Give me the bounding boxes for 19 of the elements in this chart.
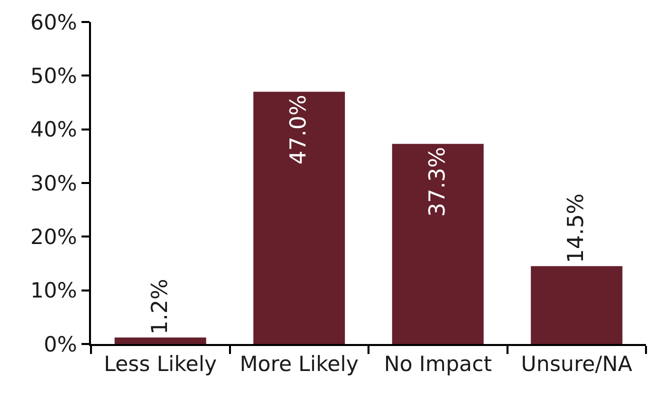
y-tick-label: 60%: [30, 10, 78, 34]
y-tick-label: 30%: [30, 171, 78, 196]
data-label: 47.0%: [286, 94, 312, 165]
x-tick-label: More Likely: [240, 352, 359, 376]
x-tick-label: No Impact: [384, 352, 492, 376]
bar: [392, 144, 484, 344]
bar: [530, 266, 622, 344]
y-tick-label: 20%: [30, 225, 78, 250]
data-label: 1.2%: [148, 278, 173, 335]
y-tick-label: 50%: [30, 64, 78, 88]
data-label: 37.3%: [425, 146, 450, 217]
y-tick-label: 0%: [44, 332, 78, 356]
y-tick-label: 40%: [30, 118, 78, 142]
y-tick-label: 10%: [30, 278, 78, 303]
data-label: 14.5%: [564, 193, 590, 264]
bar: [114, 338, 206, 344]
bar: [253, 92, 345, 344]
x-tick-label: Unsure/NA: [521, 352, 633, 376]
x-tick-label: Less Likely: [104, 352, 217, 376]
